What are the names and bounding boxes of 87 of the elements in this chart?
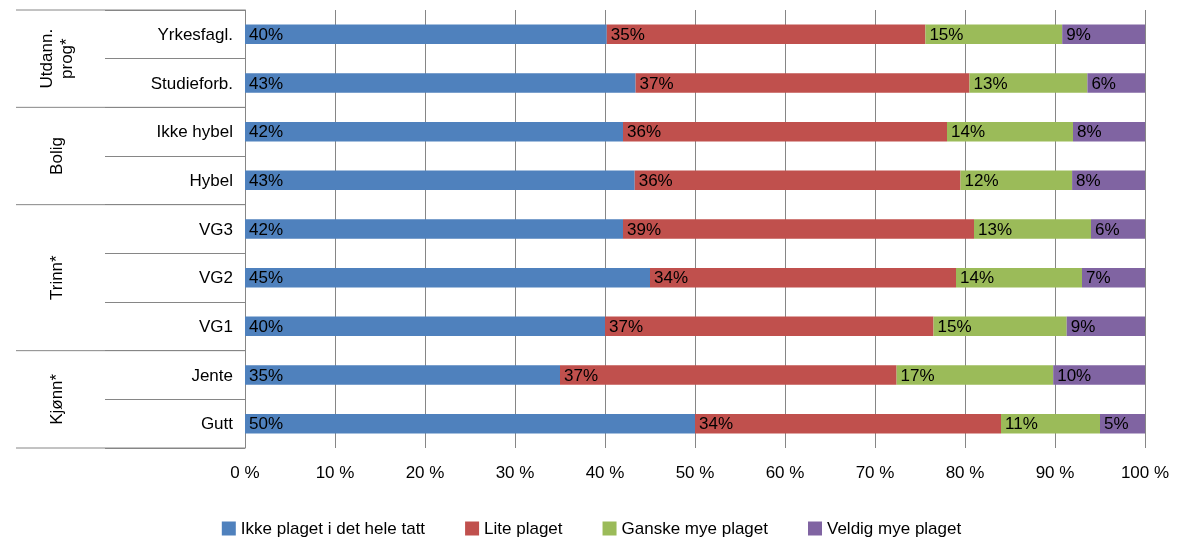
data-label: 39% [627, 219, 662, 239]
bar [245, 365, 560, 385]
bar [605, 316, 934, 337]
data-label: 43% [249, 170, 284, 190]
y-tick-label: Gutt [200, 414, 234, 434]
y-tick-label: Studieforb. [150, 73, 233, 93]
data-label: 37% [639, 73, 674, 93]
x-tick-label: 20 % [405, 463, 445, 482]
x-tick-label: 70 % [855, 463, 895, 482]
data-label: 14% [951, 122, 986, 142]
data-label: 17% [900, 365, 935, 385]
y-tick-label: VG2 [198, 268, 233, 288]
data-label: 34% [699, 414, 734, 434]
data-label: 13% [973, 73, 1008, 93]
data-label: 10% [1057, 365, 1092, 385]
data-label: 36% [638, 170, 673, 190]
x-tick-label: 80 % [945, 463, 985, 482]
bar [974, 219, 1091, 239]
data-label: 40% [249, 24, 284, 44]
data-label: 7% [1086, 268, 1111, 288]
legend-label: Veldig mye plaget [827, 519, 962, 538]
bar [245, 219, 623, 239]
x-tick-label: 90 % [1035, 463, 1075, 482]
data-label: 9% [1070, 316, 1096, 336]
data-label: 35% [249, 365, 284, 385]
bar [1053, 365, 1145, 385]
data-label: 13% [978, 219, 1013, 239]
bar [695, 413, 1001, 434]
x-tick-label: 0 % [230, 463, 260, 482]
data-label: 14% [960, 268, 995, 288]
data-label: 34% [654, 268, 689, 288]
x-tick-label: 50 % [675, 463, 715, 482]
data-label: 42% [249, 122, 284, 142]
bar [245, 121, 623, 142]
bar [634, 170, 961, 191]
x-tick-label: 100 % [1120, 463, 1170, 482]
x-tick-label: 30 % [495, 463, 535, 482]
bar [245, 413, 695, 434]
y-tick-label: VG3 [198, 219, 233, 239]
y-tick-label: Ikke hybel [156, 122, 233, 142]
data-label: 45% [249, 268, 284, 288]
bar [245, 170, 635, 191]
data-label: 9% [1066, 24, 1091, 44]
bar [969, 73, 1088, 93]
data-label: 50% [249, 414, 284, 434]
x-tick-label: 40 % [585, 463, 625, 482]
bar [933, 316, 1067, 337]
bar [623, 219, 974, 239]
bar [245, 267, 650, 288]
data-label: 37% [564, 365, 599, 385]
legend-label: Ikke plaget i det hele tatt [240, 519, 426, 538]
y-tick-label: VG1 [198, 316, 233, 336]
bar [606, 24, 926, 45]
data-label: 15% [937, 316, 972, 336]
data-label: 36% [627, 122, 662, 142]
legend-label: Lite plaget [484, 519, 563, 538]
data-label: 5% [1104, 414, 1129, 434]
bar [896, 365, 1054, 385]
bar [560, 365, 897, 385]
x-tick-label: 10 % [315, 463, 355, 482]
bar [623, 121, 947, 142]
bar [635, 73, 970, 93]
x-tick-label: 60 % [765, 463, 805, 482]
data-label: 40% [249, 316, 284, 336]
data-label: 37% [609, 316, 644, 336]
data-label: 43% [249, 73, 284, 93]
data-label: 6% [1095, 219, 1120, 239]
text: Bolig [46, 137, 66, 175]
data-label: 6% [1091, 73, 1116, 93]
data-label: 12% [964, 170, 999, 190]
bar [245, 73, 636, 93]
text: Trinn* [46, 254, 66, 301]
text: Utdann. prog* [36, 28, 76, 89]
data-label: 42% [249, 219, 284, 239]
y-tick-label: Yrkesfagl. [157, 24, 233, 44]
data-label: 8% [1077, 122, 1102, 142]
text: Kjønn* [46, 373, 66, 425]
data-label: 15% [929, 24, 964, 44]
legend-label: Ganske mye plaget [621, 519, 769, 538]
data-label: 11% [1005, 414, 1038, 434]
data-label: 8% [1076, 170, 1101, 190]
bar [245, 316, 605, 337]
bar [650, 267, 956, 288]
data-label: 35% [610, 24, 645, 44]
y-tick-label: Jente [191, 365, 233, 385]
bar [245, 24, 607, 45]
y-tick-label: Hybel [189, 170, 233, 190]
